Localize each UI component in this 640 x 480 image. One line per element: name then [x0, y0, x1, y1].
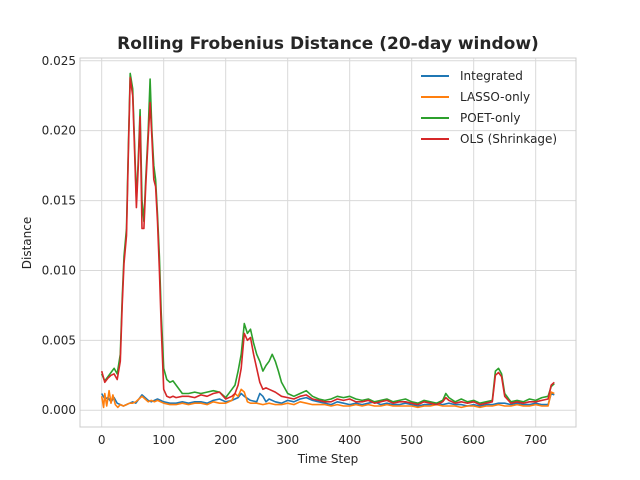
x-tick-label: 700 [524, 433, 547, 447]
y-tick-label: 0.015 [42, 194, 76, 208]
grid [80, 58, 576, 427]
legend-label: OLS (Shrinkage) [460, 132, 557, 146]
x-tick-label: 600 [462, 433, 485, 447]
x-tick-label: 400 [338, 433, 361, 447]
y-tick-label: 0.010 [42, 263, 76, 277]
legend-label: Integrated [460, 69, 523, 83]
x-tick-label: 0 [98, 433, 106, 447]
x-tick-labels: 0 100 200 300 400 500 600 700 [98, 433, 547, 447]
x-axis-label: Time Step [297, 452, 359, 466]
y-tick-label: 0.000 [42, 403, 76, 417]
legend-label: POET-only [460, 111, 520, 125]
y-tick-label: 0.020 [42, 124, 76, 138]
series-line-2 [100, 72, 555, 404]
x-tick-label: 300 [276, 433, 299, 447]
chart-title: Rolling Frobenius Distance (20-day windo… [117, 34, 539, 54]
x-tick-label: 200 [214, 433, 237, 447]
x-tick-label: 500 [400, 433, 423, 447]
y-tick-label: 0.005 [42, 333, 76, 347]
y-tick-label: 0.025 [42, 54, 76, 68]
series-line-1 [100, 388, 555, 409]
legend: Integrated LASSO-only POET-only OLS (Shrink… [421, 69, 557, 146]
legend-label: LASSO-only [460, 90, 530, 104]
x-tick-label: 100 [152, 433, 175, 447]
series-layer [100, 72, 555, 409]
series-line-3 [100, 76, 555, 406]
y-tick-labels: 0.000 0.005 0.010 0.015 0.020 0.025 [42, 54, 76, 417]
y-axis-label: Distance [20, 217, 34, 269]
plot-frame [79, 57, 577, 428]
